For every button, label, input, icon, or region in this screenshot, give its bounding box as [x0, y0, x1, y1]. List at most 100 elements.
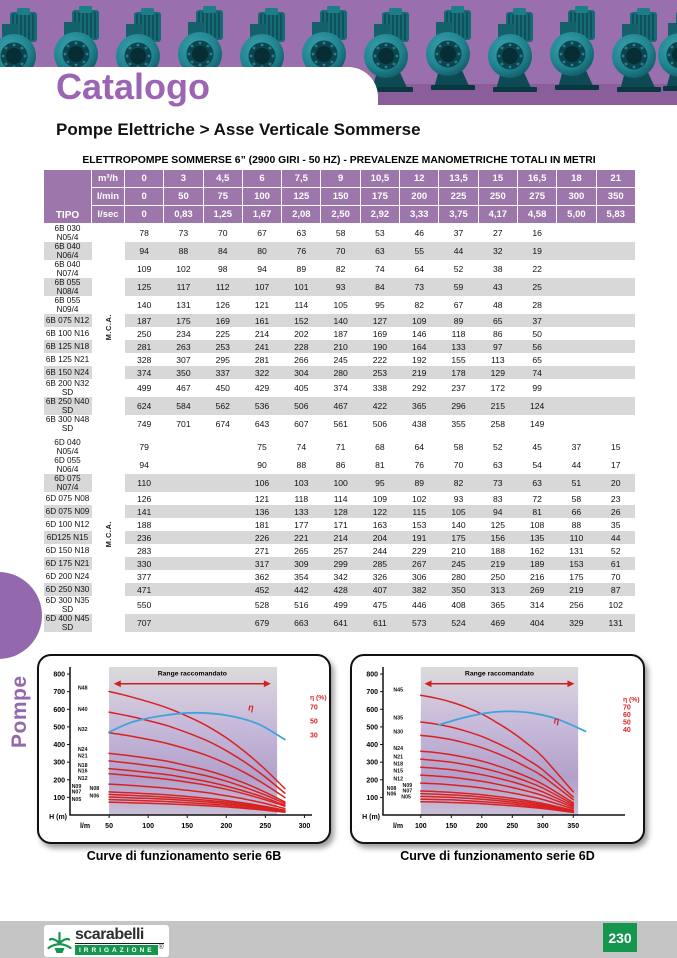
flow-header-cell: 0: [123, 205, 165, 224]
value-cell: 178: [438, 366, 479, 379]
value-cell: 163: [372, 519, 388, 530]
flow-header-cell: 12: [399, 169, 440, 188]
value-cell: 108: [529, 519, 545, 530]
tipo-cell: 6B 250 N40 SD: [43, 397, 92, 415]
value-cell: [163, 474, 204, 492]
value-cell: 338: [372, 383, 388, 393]
flow-header-cell: 0: [123, 169, 165, 188]
value-cell: 285: [360, 557, 400, 570]
value-cell: [557, 353, 596, 366]
flow-header-cell: 18: [556, 169, 597, 188]
value-cell: 93: [320, 278, 361, 296]
value-cell: 317: [242, 557, 282, 570]
value-cell: 37: [517, 314, 557, 327]
value-cell: 110: [556, 531, 597, 544]
value-cell: 46: [414, 228, 424, 238]
value-cell: 149: [529, 419, 545, 429]
value-cell: [596, 353, 635, 366]
flow-header-cell: 225: [438, 187, 479, 206]
value-cell: [203, 456, 242, 474]
svg-text:150: 150: [181, 823, 193, 830]
tipo-cell: 6B 150 N24: [43, 366, 92, 379]
value-cell: 641: [320, 614, 361, 632]
page-number-badge: 230: [603, 923, 637, 952]
value-cell: 295: [215, 354, 230, 365]
value-cell: 155: [451, 354, 466, 365]
svg-text:800: 800: [366, 671, 378, 678]
value-cell: 70: [453, 460, 464, 470]
value-cell: 256: [569, 600, 584, 610]
value-cell: 32: [478, 242, 518, 260]
value-cell: 122: [360, 505, 400, 518]
value-cell: 105: [333, 300, 348, 310]
value-cell: 54: [532, 460, 542, 470]
value-cell: 59: [438, 278, 479, 296]
value-cell: 309: [281, 557, 321, 570]
value-cell: 52: [493, 442, 503, 452]
svg-text:N09: N09: [403, 782, 413, 788]
tipo-cell: 6D 300 N35 SD: [45, 596, 90, 614]
value-cell: 75: [257, 442, 267, 452]
table-row: 6D 100 N12 188 181 177 171 163 153 140 125 108 88 3…: [44, 518, 636, 531]
value-cell: 135: [517, 531, 557, 544]
value-cell: 516: [294, 600, 309, 610]
value-cell: 499: [136, 383, 152, 393]
registered-mark: ®: [158, 944, 164, 951]
value-cell: 267: [399, 557, 439, 570]
value-cell: 328: [136, 354, 152, 365]
value-cell: [556, 242, 597, 260]
value-cell: 382: [399, 583, 439, 596]
value-cell: 611: [360, 614, 400, 632]
flow-header-cell: 50: [163, 187, 204, 206]
value-cell: 355: [451, 419, 466, 429]
svg-text:N16: N16: [77, 768, 87, 774]
value-cell: 128: [320, 505, 361, 518]
flow-header-cell: 275: [516, 187, 558, 206]
value-cell: 94: [124, 242, 164, 260]
svg-text:600: 600: [366, 706, 378, 713]
value-cell: 329: [556, 614, 597, 632]
value-cell: [596, 366, 636, 379]
table-row: 6D 175 N21 330 317 309 299 285 267 245 219 189 153…: [43, 557, 636, 570]
value-cell: 241: [242, 340, 282, 353]
value-cell: 121: [254, 300, 270, 310]
value-cell: [164, 456, 203, 474]
logo-subtitle: IRRIGAZIONE: [75, 945, 158, 955]
svg-text:l/m: l/m: [79, 823, 89, 830]
value-cell: 365: [399, 397, 439, 415]
value-cell: 89: [438, 314, 479, 327]
value-cell: 407: [360, 583, 400, 596]
table-row: 6B 040 N06/4 94 88 84 80 76 70 63 55 44 32 19: [43, 242, 636, 260]
value-cell: 584: [163, 397, 204, 415]
value-cell: 102: [176, 264, 191, 274]
value-cell: 88: [296, 460, 307, 470]
value-cell: 469: [478, 614, 518, 632]
value-cell: 140: [320, 314, 361, 327]
chart-6d: Range raccomandato 100 200 300 400 500 600 700 8…: [362, 666, 640, 830]
svg-text:250: 250: [506, 823, 518, 830]
value-cell: 68: [375, 442, 385, 452]
logo-name: scarabelli: [75, 927, 164, 944]
tipo-cell: 6B 040 N06/4: [43, 242, 92, 260]
flow-header-cell: 200: [399, 187, 440, 206]
svg-text:N45: N45: [393, 687, 403, 693]
value-cell: [557, 327, 596, 340]
value-cell: 429: [254, 383, 270, 393]
value-cell: 66: [556, 505, 597, 518]
flow-header-cell: 150: [320, 187, 361, 206]
flow-header-cell: 2,08: [281, 205, 322, 224]
svg-text:300: 300: [53, 759, 65, 766]
tipo-cell: 6D 150 N18: [45, 546, 90, 555]
value-cell: 129: [478, 366, 518, 379]
value-cell: 250: [490, 571, 505, 582]
svg-text:N07: N07: [403, 788, 413, 794]
value-cell: [203, 531, 243, 544]
value-cell: 17: [610, 460, 621, 470]
value-cell: 64: [414, 264, 424, 274]
value-cell: 234: [176, 328, 191, 339]
title-panel: [0, 67, 378, 106]
value-cell: 210: [451, 545, 466, 556]
svg-text:N18: N18: [393, 761, 403, 767]
table-row: 6B 040 N07/4 109 102 98 94 89 82 74 64 52 38 22: [44, 260, 636, 278]
value-cell: 701: [176, 419, 191, 429]
